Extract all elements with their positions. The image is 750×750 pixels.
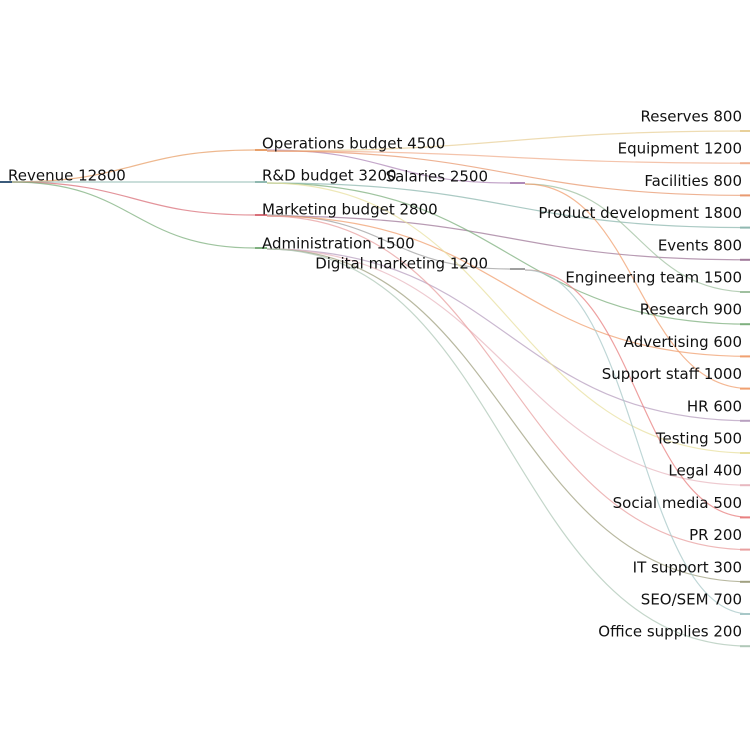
node-label-pr: PR 200 (689, 526, 742, 544)
node-label-advertising: Advertising 600 (624, 333, 742, 351)
link-operations-budget-to-facilities (266, 150, 750, 196)
link-r-d-budget-to-research (266, 182, 750, 325)
node-label-equipment: Equipment 1200 (618, 140, 742, 158)
node-label-testing: Testing 500 (655, 430, 742, 448)
node-label-events: Events 800 (658, 236, 742, 254)
link-marketing-budget-to-advertising (266, 215, 750, 357)
node-label-marketing-budget: Marketing budget 2800 (262, 201, 438, 219)
node-label-revenue: Revenue 12800 (8, 167, 126, 185)
node-label-hr: HR 600 (687, 397, 742, 415)
link-revenue-to-marketing-budget (11, 181, 256, 216)
link-salaries-to-support-staff (524, 183, 750, 390)
node-labels: Revenue 12800 Operations budget 4500 R&D b… (8, 108, 742, 641)
node-label-social-media: Social media 500 (613, 494, 742, 512)
node-label-reserves: Reserves 800 (640, 108, 742, 126)
node-label-engineering-team: Engineering team 1500 (565, 269, 742, 287)
link-r-d-budget-to-testing (266, 182, 750, 454)
node-label-support-staff: Support staff 1000 (602, 365, 742, 383)
link-administration-to-legal (266, 248, 750, 486)
link-digital-marketing-to-social-media (524, 269, 750, 518)
node-bars (0, 130, 750, 648)
link-marketing-budget-to-pr (266, 215, 750, 551)
link-administration-to-hr (266, 248, 750, 422)
link-revenue-to-administration (11, 181, 256, 249)
node-label-salaries: Salaries 2500 (386, 168, 488, 186)
node-label-legal: Legal 400 (668, 462, 742, 480)
link-administration-to-it-support (266, 248, 750, 583)
link-revenue-to-operations-budget (11, 149, 256, 183)
node-label-administration: Administration 1500 (262, 235, 415, 253)
node-label-office-supplies: Office supplies 200 (598, 623, 742, 641)
node-label-operations-budget: Operations budget 4500 (262, 135, 445, 153)
node-label-it-support: IT support 300 (633, 558, 742, 576)
node-label-product-development: Product development 1800 (538, 204, 742, 222)
link-operations-budget-to-equipment (266, 150, 750, 164)
link-administration-to-office-supplies (266, 248, 750, 647)
node-label-facilities: Facilities 800 (644, 172, 742, 190)
node-label-digital-marketing: Digital marketing 1200 (315, 255, 488, 273)
link-operations-budget-to-reserves (266, 130, 750, 152)
node-label-seo-sem: SEO/SEM 700 (641, 591, 742, 609)
link-salaries-to-engineering-team (524, 183, 750, 293)
flow-links (11, 130, 750, 647)
node-label-r-d-budget: R&D budget 3200 (262, 167, 397, 185)
node-label-research: Research 900 (640, 301, 742, 319)
link-digital-marketing-to-seo-sem (524, 269, 750, 615)
link-marketing-budget-to-events (266, 215, 750, 261)
link-r-d-budget-to-product-development (266, 182, 750, 229)
